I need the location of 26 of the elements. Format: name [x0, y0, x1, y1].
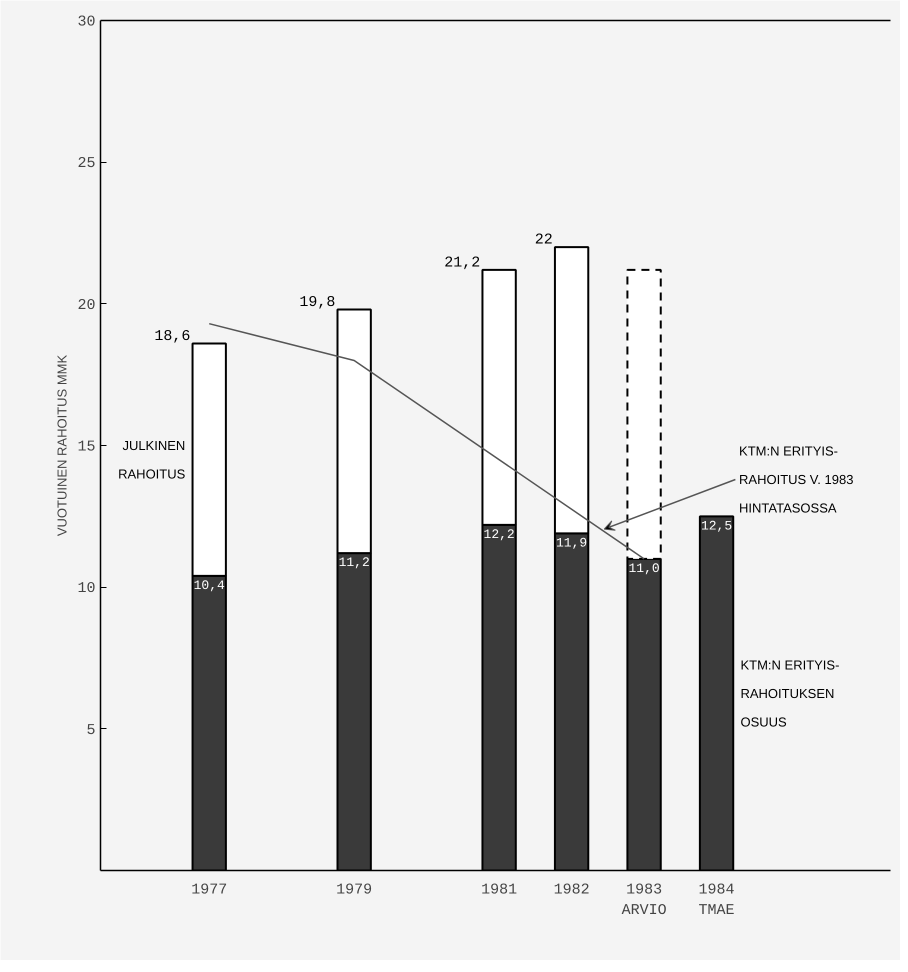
- x-tick-label: 1979: [336, 882, 372, 898]
- x-tick-label: 1982: [554, 882, 590, 898]
- x-tick-label: 1984 TMAE: [698, 882, 735, 919]
- total-label: 21,2: [444, 254, 480, 272]
- total-label: 18,6: [154, 328, 190, 345]
- data-label: 11,0: [628, 560, 660, 576]
- text: KTM:N ERITYIS- RAHOITUS V. 1983 HINTATASOSSA: [739, 444, 854, 516]
- y-axis-title: VUOTUINEN RAHOITUS MMK: [54, 354, 70, 536]
- series-label: KTM:N ERITYIS- RAHOITUKSEN OSUUS: [740, 657, 840, 730]
- data-label: 11,2: [338, 555, 370, 570]
- y-tick-label: 20: [77, 296, 96, 314]
- total-label: 22: [534, 232, 553, 249]
- x-tick-label: 1977: [191, 882, 228, 898]
- y-tick-label: 25: [77, 155, 96, 172]
- y-tick-label: 10: [77, 580, 96, 598]
- data-label: 11,9: [556, 535, 588, 550]
- x-tick-label: 1981: [481, 882, 518, 898]
- y-tick-label: 30: [77, 14, 96, 30]
- y-tick-label: 15: [77, 438, 96, 456]
- total-label: 19,8: [299, 294, 336, 311]
- series-label: JULKINEN RAHOITUS: [118, 438, 186, 482]
- y-tick-label: 5: [86, 722, 96, 739]
- data-label: 12,5: [700, 518, 732, 534]
- x-tick-label: 1983 ARVIO: [622, 882, 667, 919]
- data-label: 12,2: [484, 526, 515, 542]
- data-label: 10,4: [194, 578, 226, 593]
